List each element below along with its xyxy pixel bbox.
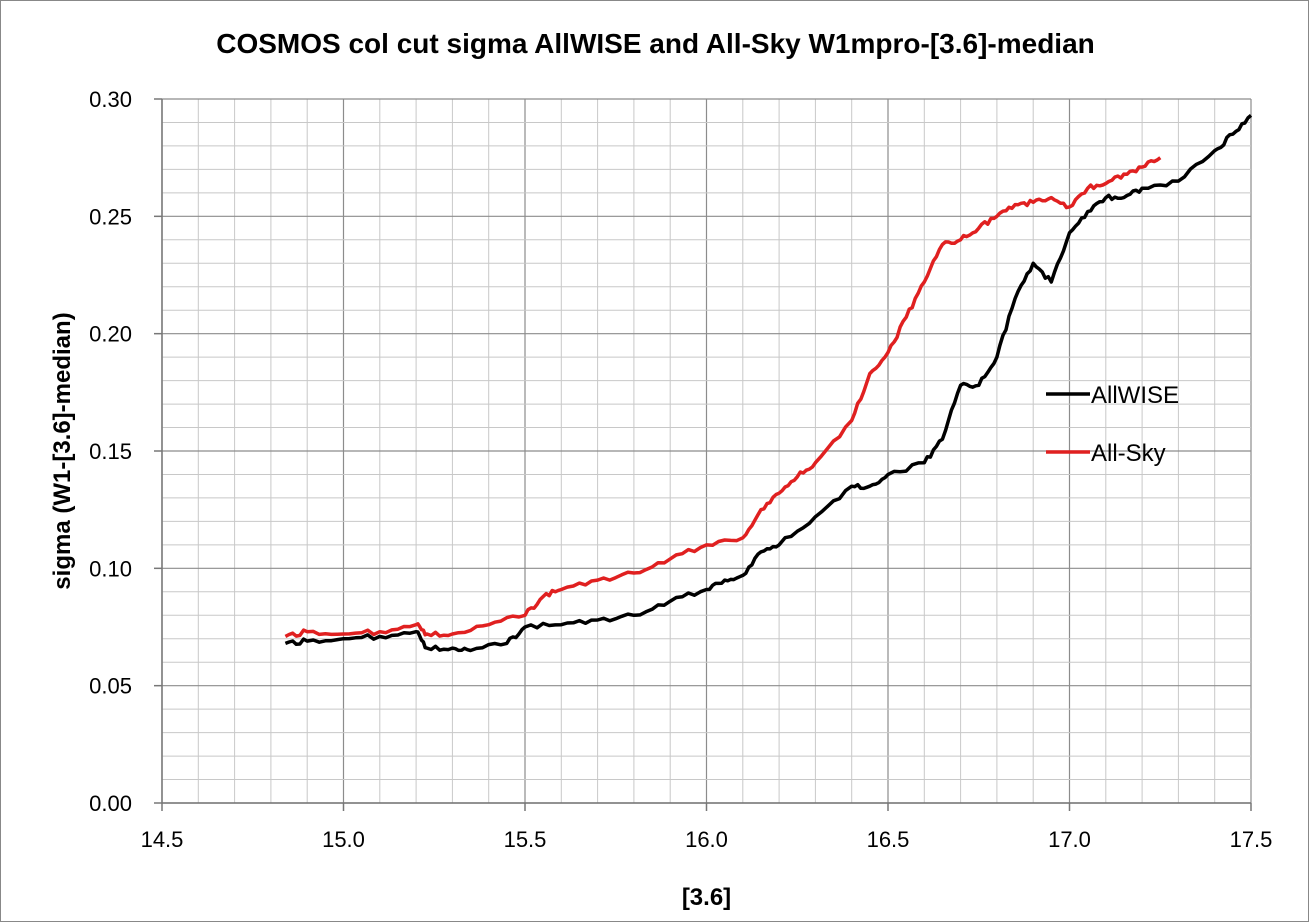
y-axis-label: sigma (W1-[3.6]-median) [49,312,76,589]
x-tick-label: 16.0 [685,827,728,852]
legend-label-allwise: AllWISE [1091,382,1179,409]
x-tick-labels: 14.5 15.0 15.5 16.0 16.5 17.0 17.5 [141,827,1273,852]
y-tick-label: 0.30 [89,87,132,112]
x-tick-label: 16.5 [867,827,910,852]
x-tick-label: 17.5 [1230,827,1273,852]
legend-label-all-sky: All-Sky [1091,440,1166,467]
y-tick-label: 0.25 [89,204,132,229]
x-tick-label: 15.0 [322,827,365,852]
y-tick-label: 0.15 [89,439,132,464]
x-tick-label: 15.5 [504,827,547,852]
x-tick-label: 14.5 [141,827,184,852]
y-tick-label: 0.00 [89,791,132,816]
x-tick-label: 17.0 [1048,827,1091,852]
chart-title: COSMOS col cut sigma AllWISE and All-Sky… [216,28,1095,59]
series-line-all-sky [284,156,1162,638]
series-line-allwise [284,114,1253,653]
y-tick-labels: 0.00 0.05 0.10 0.15 0.20 0.25 0.30 [89,87,132,816]
y-tick-label: 0.10 [89,556,132,581]
axes [154,98,1252,811]
y-tick-label: 0.05 [89,674,132,699]
y-tick-label: 0.20 [89,322,132,347]
series-lines [284,114,1253,653]
legend: AllWISE All-Sky [1046,382,1179,467]
x-axis-label: [3.6] [682,884,731,911]
